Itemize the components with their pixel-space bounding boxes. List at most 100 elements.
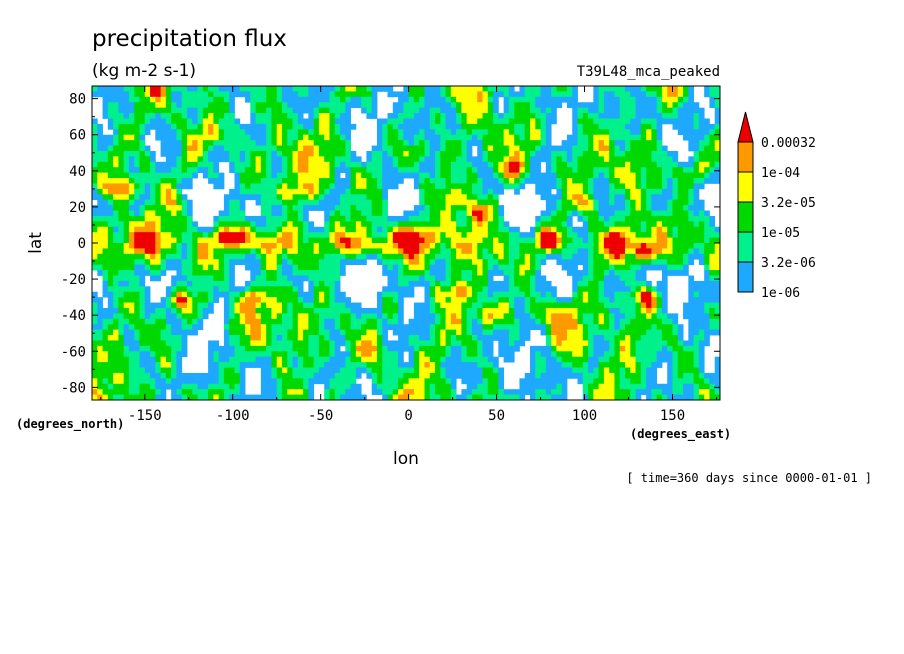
field-cell [598, 172, 605, 179]
field-cell [619, 243, 626, 249]
field-cell [292, 248, 299, 255]
field-cell [535, 253, 541, 260]
field-cell [598, 194, 605, 201]
field-cell [561, 205, 568, 211]
field-cell [144, 215, 151, 222]
field-cell [297, 134, 304, 141]
field-cell [493, 91, 499, 98]
field-cell [355, 302, 362, 309]
field-cell [419, 102, 425, 109]
field-cell [603, 243, 610, 249]
field-cell [582, 215, 589, 222]
field-cell [493, 107, 499, 114]
field-cell [345, 253, 351, 260]
field-cell [392, 134, 399, 141]
field-cell [128, 210, 135, 217]
field-cell [487, 161, 494, 168]
field-cell [139, 123, 146, 130]
field-cell [345, 86, 351, 92]
field-cell [234, 210, 241, 217]
field-cell [651, 318, 658, 325]
field-cell [350, 232, 357, 238]
field-cell [245, 335, 251, 341]
field-cell [556, 226, 563, 233]
field-cell [656, 318, 663, 325]
field-cell [340, 253, 346, 260]
field-cell [134, 123, 140, 130]
field-cell [508, 167, 515, 174]
field-cell [176, 232, 183, 238]
field-cell [493, 335, 499, 341]
field-cell [413, 161, 420, 168]
field-cell [508, 118, 515, 125]
field-cell [239, 210, 246, 217]
field-cell [334, 307, 341, 314]
field-cell [403, 329, 410, 336]
field-cell [144, 232, 151, 238]
field-cell [619, 215, 626, 222]
field-cell [165, 96, 172, 103]
field-cell [245, 156, 251, 163]
field-cell [255, 297, 262, 303]
field-cell [245, 96, 251, 103]
field-cell [561, 199, 568, 206]
field-cell [630, 329, 636, 336]
field-cell [382, 118, 388, 125]
field-cell [603, 123, 610, 130]
field-cell [667, 188, 673, 195]
field-cell [519, 161, 526, 168]
field-cell [456, 313, 462, 320]
field-cell [471, 232, 478, 238]
field-cell [640, 307, 647, 314]
field-cell [345, 243, 351, 249]
field-cell [139, 150, 146, 157]
field-cell [456, 102, 462, 109]
field-cell [661, 172, 668, 179]
field-cell [704, 129, 710, 136]
field-cell [661, 275, 668, 282]
field-cell [588, 297, 594, 303]
field-cell [619, 178, 626, 184]
field-cell [635, 167, 642, 174]
field-cell [350, 161, 357, 168]
field-cell [688, 215, 695, 222]
field-cell [297, 156, 304, 163]
field-cell [171, 102, 177, 109]
field-cell [176, 167, 183, 174]
field-cell [260, 329, 267, 336]
field-cell [445, 96, 452, 103]
field-cell [503, 86, 510, 92]
field-cell [493, 150, 499, 157]
field-cell [107, 275, 114, 282]
field-cell [355, 318, 362, 325]
field-cell [413, 113, 420, 119]
field-cell [435, 134, 441, 141]
field-cell [229, 232, 235, 238]
field-cell [92, 253, 98, 260]
field-cell [471, 102, 478, 109]
field-cell [318, 205, 325, 211]
field-cell [435, 291, 441, 298]
field-cell [134, 210, 140, 217]
field-cell [635, 172, 642, 179]
field-cell [382, 232, 388, 238]
field-cell [202, 123, 209, 130]
field-cell [482, 280, 489, 287]
field-cell [498, 161, 505, 168]
field-cell [688, 237, 695, 244]
field-cell [345, 188, 351, 195]
field-cell [535, 318, 541, 325]
field-cell [287, 291, 293, 298]
field-cell [250, 134, 256, 141]
field-cell [450, 313, 457, 320]
field-cell [461, 167, 468, 174]
field-cell [123, 248, 130, 255]
field-cell [255, 156, 262, 163]
field-cell [646, 161, 652, 168]
field-cell [640, 172, 647, 179]
field-cell [477, 253, 483, 260]
field-cell [677, 324, 684, 331]
field-cell [208, 118, 214, 125]
field-cell [398, 123, 404, 130]
field-cell [445, 178, 452, 184]
